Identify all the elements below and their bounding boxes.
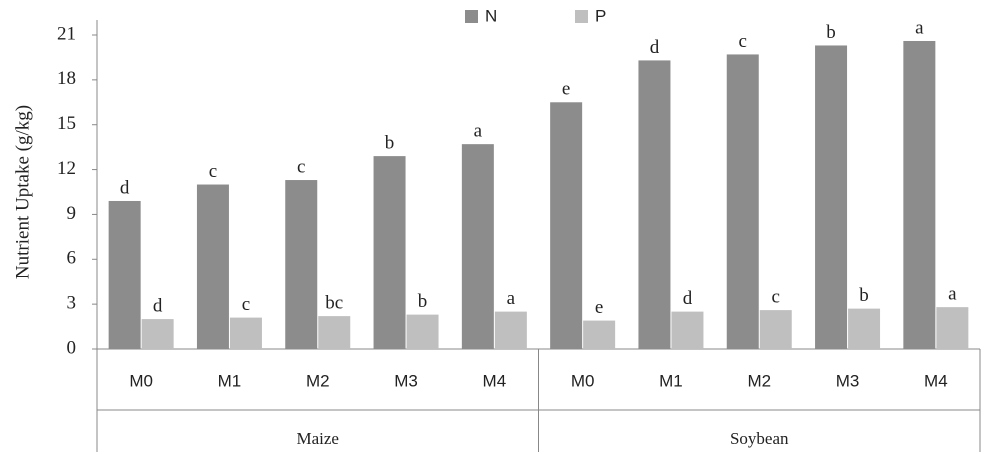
bar <box>848 308 881 349</box>
bar <box>903 40 936 349</box>
significance-letter: b <box>826 22 836 43</box>
x-tick-label: M0 <box>571 371 595 390</box>
x-tick-label: M3 <box>394 371 418 390</box>
significance-letter: b <box>385 132 395 153</box>
group-label: Maize <box>297 429 339 448</box>
significance-letter: a <box>474 121 483 142</box>
bar <box>285 180 318 349</box>
significance-letter: c <box>209 161 217 182</box>
significance-letter: a <box>948 283 957 304</box>
x-tick-label: M0 <box>129 371 153 390</box>
bar <box>638 60 671 350</box>
bar <box>550 102 583 350</box>
bar <box>583 320 616 349</box>
y-tick-label: 18 <box>57 68 76 89</box>
bar <box>461 144 494 349</box>
significance-letter: e <box>595 297 603 318</box>
x-tick-label: M4 <box>924 371 948 390</box>
significance-letter: bc <box>325 292 343 313</box>
significance-letter: e <box>562 79 570 100</box>
legend-label: N <box>485 6 497 25</box>
y-tick-label: 9 <box>67 203 77 224</box>
bar <box>936 307 969 349</box>
significance-letter: d <box>650 37 660 58</box>
bar <box>196 184 229 349</box>
legend-swatch <box>575 10 588 23</box>
significance-letter: a <box>915 17 924 38</box>
group-label: Soybean <box>730 429 789 448</box>
significance-letter: b <box>418 291 428 312</box>
bar <box>671 311 704 349</box>
y-tick-label: 3 <box>67 293 77 314</box>
y-axis-title: Nutrient Uptake (g/kg) <box>12 105 33 279</box>
bar <box>318 316 351 349</box>
bar <box>141 319 174 349</box>
legend-label: P <box>595 6 606 25</box>
bar <box>229 317 262 349</box>
y-tick-label: 12 <box>57 158 76 179</box>
significance-letter: c <box>242 294 250 315</box>
bar <box>815 45 848 349</box>
y-tick-label: 21 <box>57 23 76 44</box>
significance-letter: d <box>683 288 693 309</box>
x-tick-label: M1 <box>659 371 683 390</box>
x-tick-label: M3 <box>836 371 860 390</box>
significance-letter: d <box>120 177 130 198</box>
y-tick-label: 15 <box>57 113 76 134</box>
y-tick-label: 0 <box>67 337 77 358</box>
bar <box>759 310 792 349</box>
bar <box>108 200 141 349</box>
significance-letter: b <box>859 285 869 306</box>
significance-letter: c <box>297 156 305 177</box>
bar <box>373 156 406 349</box>
legend-swatch <box>465 10 478 23</box>
x-tick-label: M2 <box>306 371 330 390</box>
significance-letter: c <box>772 286 780 307</box>
significance-letter: a <box>507 288 516 309</box>
y-tick-label: 6 <box>67 248 77 269</box>
bar <box>494 311 527 349</box>
significance-letter: d <box>153 295 163 316</box>
bar <box>406 314 439 349</box>
significance-letter: c <box>739 31 747 52</box>
x-tick-label: M4 <box>483 371 507 390</box>
bar <box>726 54 759 349</box>
x-tick-label: M1 <box>218 371 242 390</box>
x-tick-label: M2 <box>747 371 771 390</box>
